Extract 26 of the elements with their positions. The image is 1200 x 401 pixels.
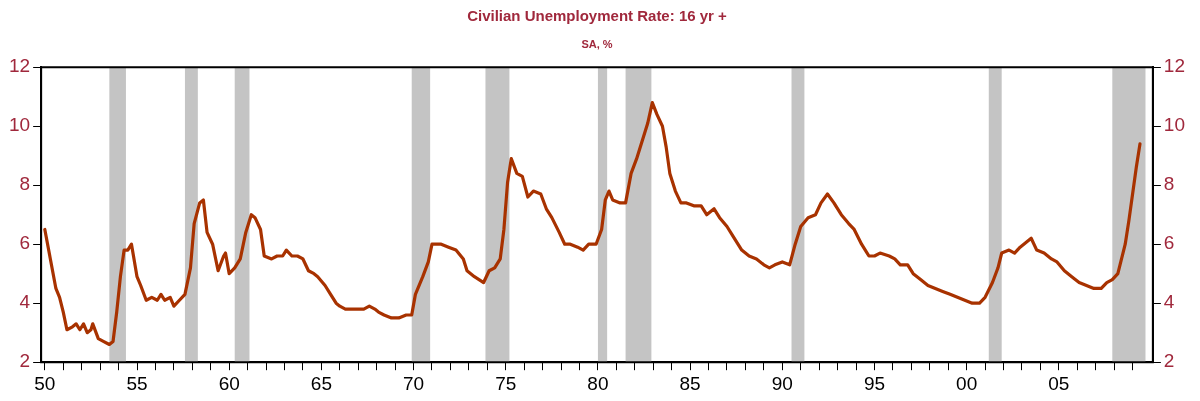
y2-tick-label: 10 [1163,114,1186,136]
x-tick-label: 95 [863,372,886,394]
x-tick-label: 85 [679,372,701,394]
y2-tick-label: 4 [1163,291,1175,313]
x-tick-label: 80 [587,372,609,394]
x-tick-label: 00 [956,372,978,394]
y-tick-label: 4 [19,291,31,313]
y2-tick-label: 12 [1163,55,1186,77]
x-tick-label: 55 [126,372,148,394]
x-tick-label: 65 [310,372,332,394]
x-tick-label: 75 [495,372,517,394]
y-tick-label: 8 [19,173,31,195]
x-tick-label: 60 [218,372,240,394]
x-tick-label: 50 [34,372,56,394]
chart-title: Civilian Unemployment Rate: 16 yr + [467,7,728,25]
x-tick-label: 90 [771,372,793,394]
y2-tick-label: 6 [1163,232,1175,254]
y-tick-label: 10 [8,114,31,136]
y2-tick-label: 2 [1163,350,1175,372]
x-tick-label: 05 [1048,372,1070,394]
x-tick-label: 70 [402,372,425,394]
chart-subtitle: SA, % [581,37,613,50]
y-tick-label: 2 [19,350,31,372]
y-tick-label: 6 [19,232,31,254]
y-tick-label: 12 [8,55,31,77]
y2-tick-label: 8 [1163,173,1175,195]
